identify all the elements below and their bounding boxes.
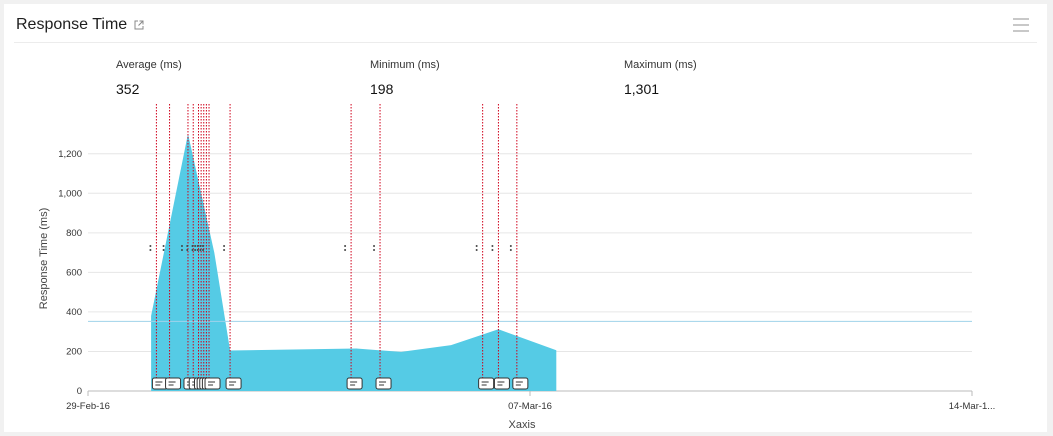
- event-dot: [223, 249, 226, 251]
- event-dot: [475, 249, 478, 251]
- comment-icon: [493, 377, 510, 390]
- external-link-icon[interactable]: [134, 20, 144, 30]
- event-dot: [223, 245, 226, 247]
- header-divider: [14, 42, 1037, 43]
- widget-header: Response Time: [16, 16, 144, 34]
- stat-average: Average (ms) 352: [116, 59, 182, 97]
- event-dot: [509, 245, 512, 247]
- event-dot: [202, 249, 205, 251]
- event-dot: [199, 245, 202, 247]
- event-dot: [491, 249, 494, 251]
- event-dot: [196, 249, 199, 251]
- event-dot: [202, 245, 205, 247]
- comment-icon: [512, 377, 529, 390]
- y-axis-title: Response Time (ms): [38, 208, 50, 309]
- event-dot: [344, 249, 347, 251]
- y-tick-label: 800: [66, 228, 82, 239]
- comment-icon: [204, 377, 221, 390]
- event-dot: [186, 245, 189, 247]
- response-time-area: [151, 133, 557, 392]
- y-tick-label: 200: [66, 346, 82, 357]
- y-tick-label: 0: [77, 386, 82, 397]
- event-dot: [475, 245, 478, 247]
- stat-value: 352: [116, 81, 140, 97]
- comment-icon: [165, 377, 182, 390]
- event-dot: [509, 249, 512, 251]
- stat-label: Minimum (ms): [370, 59, 440, 71]
- stat-minimum: Minimum (ms) 198: [370, 59, 440, 97]
- event-dot: [344, 245, 347, 247]
- stat-label: Average (ms): [116, 59, 182, 71]
- event-dot: [186, 249, 189, 251]
- event-dot: [196, 245, 199, 247]
- y-tick-label: 400: [66, 307, 82, 318]
- event-dot: [191, 249, 194, 251]
- stat-value: 198: [370, 81, 394, 97]
- event-dot: [149, 249, 152, 251]
- event-dot: [199, 249, 202, 251]
- event-dot: [180, 245, 183, 247]
- x-tick-label: 07-Mar-16: [508, 401, 552, 412]
- event-dot: [373, 249, 376, 251]
- comment-icon: [375, 377, 392, 390]
- x-tick-label: 14-Mar-1...: [949, 401, 995, 412]
- y-tick-label: 1,200: [58, 149, 82, 160]
- event-dot: [162, 245, 165, 247]
- event-dot: [191, 245, 194, 247]
- event-dot: [194, 249, 197, 251]
- stat-maximum: Maximum (ms) 1,301: [624, 59, 697, 97]
- stat-value: 1,301: [624, 81, 660, 97]
- comment-icon: [346, 377, 363, 390]
- comment-icon: [478, 377, 495, 390]
- event-dot: [373, 245, 376, 247]
- event-dot: [491, 245, 494, 247]
- event-dot: [149, 245, 152, 247]
- event-dot: [162, 249, 165, 251]
- hamburger-menu-icon[interactable]: [1013, 18, 1029, 32]
- widget-title: Response Time: [16, 16, 128, 33]
- y-tick-label: 1,000: [58, 188, 82, 199]
- event-dot: [194, 245, 197, 247]
- x-axis-title: Xaxis: [509, 419, 536, 431]
- x-tick-label: 29-Feb-16: [66, 401, 110, 412]
- comment-icon: [225, 377, 242, 390]
- event-dot: [180, 249, 183, 251]
- y-tick-label: 600: [66, 267, 82, 278]
- stat-label: Maximum (ms): [624, 59, 697, 71]
